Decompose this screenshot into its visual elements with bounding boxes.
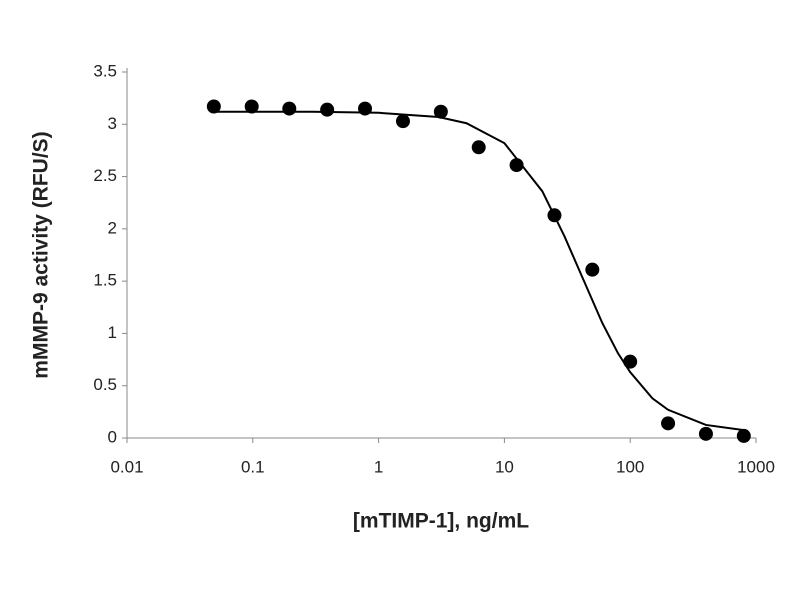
data-point [282,101,297,116]
data-point [320,102,335,117]
data-point [471,140,486,155]
y-tick-label: 0 [108,427,117,446]
data-point [623,354,638,369]
data-point [585,262,600,277]
x-tick-label: 100 [616,457,644,476]
y-tick-label: 2 [108,218,117,237]
x-tick-label: 10 [495,457,514,476]
fit-curve [213,110,744,432]
data-point [698,426,713,441]
y-tick-label: 1.5 [93,271,117,290]
data-point [433,104,448,119]
y-tick-label: 3 [108,114,117,133]
x-axis-title: [mTIMP-1], ng/mL [353,510,529,533]
x-tick-label: 1 [374,457,383,476]
y-tick-label: 3.5 [93,61,117,80]
y-tick-label: 2.5 [93,166,117,185]
data-point [736,428,751,443]
y-axis-title: mMMP-9 activity (RFU/S) [30,131,53,378]
data-point [395,114,410,129]
x-tick-label: 0.01 [110,457,143,476]
y-tick-label: 0.5 [93,375,117,394]
data-point [244,99,259,114]
data-point [206,99,221,114]
data-point [661,416,676,431]
x-tick-label: 0.1 [241,457,265,476]
x-tick-label: 1000 [737,457,775,476]
y-tick-label: 1 [108,323,117,342]
